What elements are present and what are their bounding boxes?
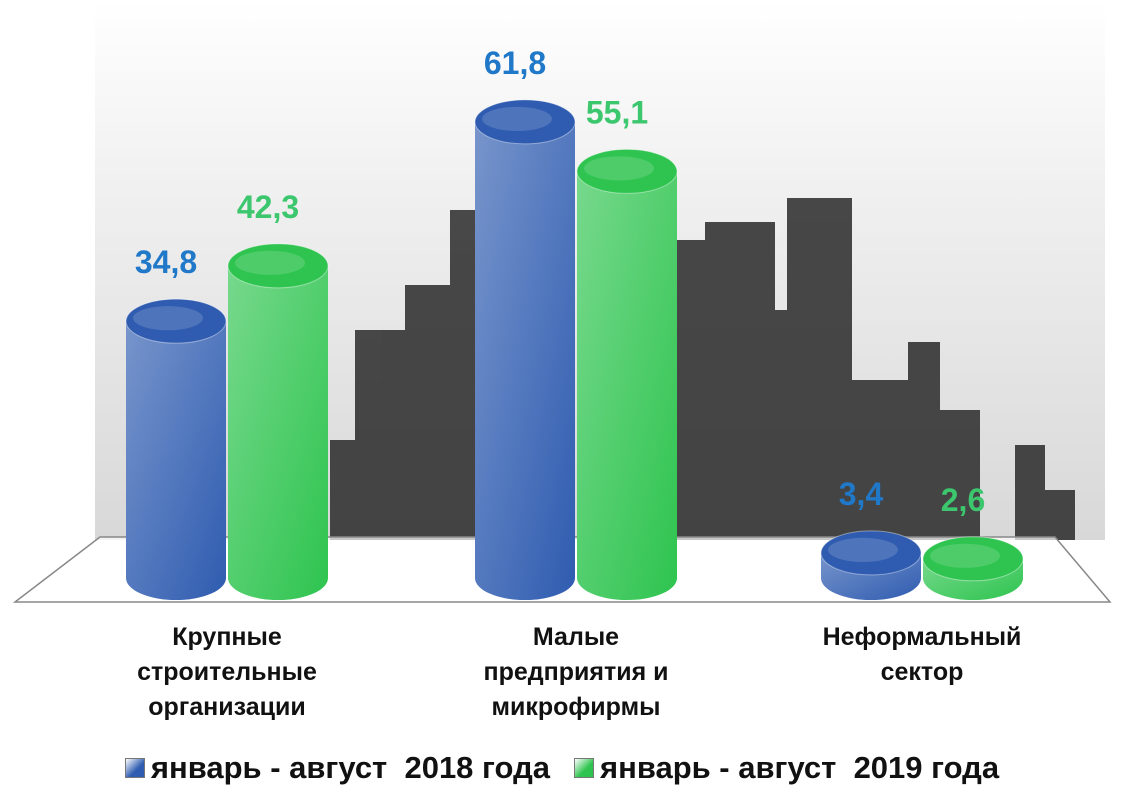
cylinder-top-highlight [482,106,552,132]
cylinder-shade [577,171,677,600]
cylinder-top-highlight [584,156,654,181]
x-tick-label: Малые предприятия и микрофирмы [483,623,669,721]
legend-item: январь - август 2018 года [124,750,550,786]
legend-label: январь - август 2018 года [150,750,550,785]
legend: январь - август 2018 года январь - август… [0,750,1124,786]
cylinder-top [125,298,227,344]
data-label: 55,1 [586,94,648,130]
cylinder-top-highlight [828,537,898,563]
x-tick-label: Неформальный сектор [822,623,1022,686]
cylinder-shade [475,121,575,600]
cylinder-top [474,99,576,145]
cylinder-shade [126,321,226,600]
x-tick-label: Крупные строительные организации [137,623,317,721]
cylinder-top-highlight [930,543,1000,568]
cylinder-top [922,536,1024,582]
cylinder-top [576,148,678,194]
cylinder-top-highlight [235,250,305,275]
data-label: 61,8 [484,45,546,81]
cylinder-top [820,530,922,576]
legend-swatch [124,758,145,778]
city-silhouette [330,198,1075,540]
data-label: 2,6 [941,482,985,518]
data-label: 3,4 [839,476,884,512]
cylinder-top-highlight [133,306,203,331]
legend-label: январь - август 2019 года [600,750,1000,785]
cylinder-shade [228,265,328,600]
data-label: 34,8 [135,244,197,280]
legend-swatch [574,758,594,778]
chart: 34,8 61,8 3,4 42,3 55,1 2,6 [12,0,1112,603]
cylinder-top [227,243,329,289]
legend-item: январь - август 2019 года [574,750,999,786]
data-label: 42,3 [237,189,299,225]
